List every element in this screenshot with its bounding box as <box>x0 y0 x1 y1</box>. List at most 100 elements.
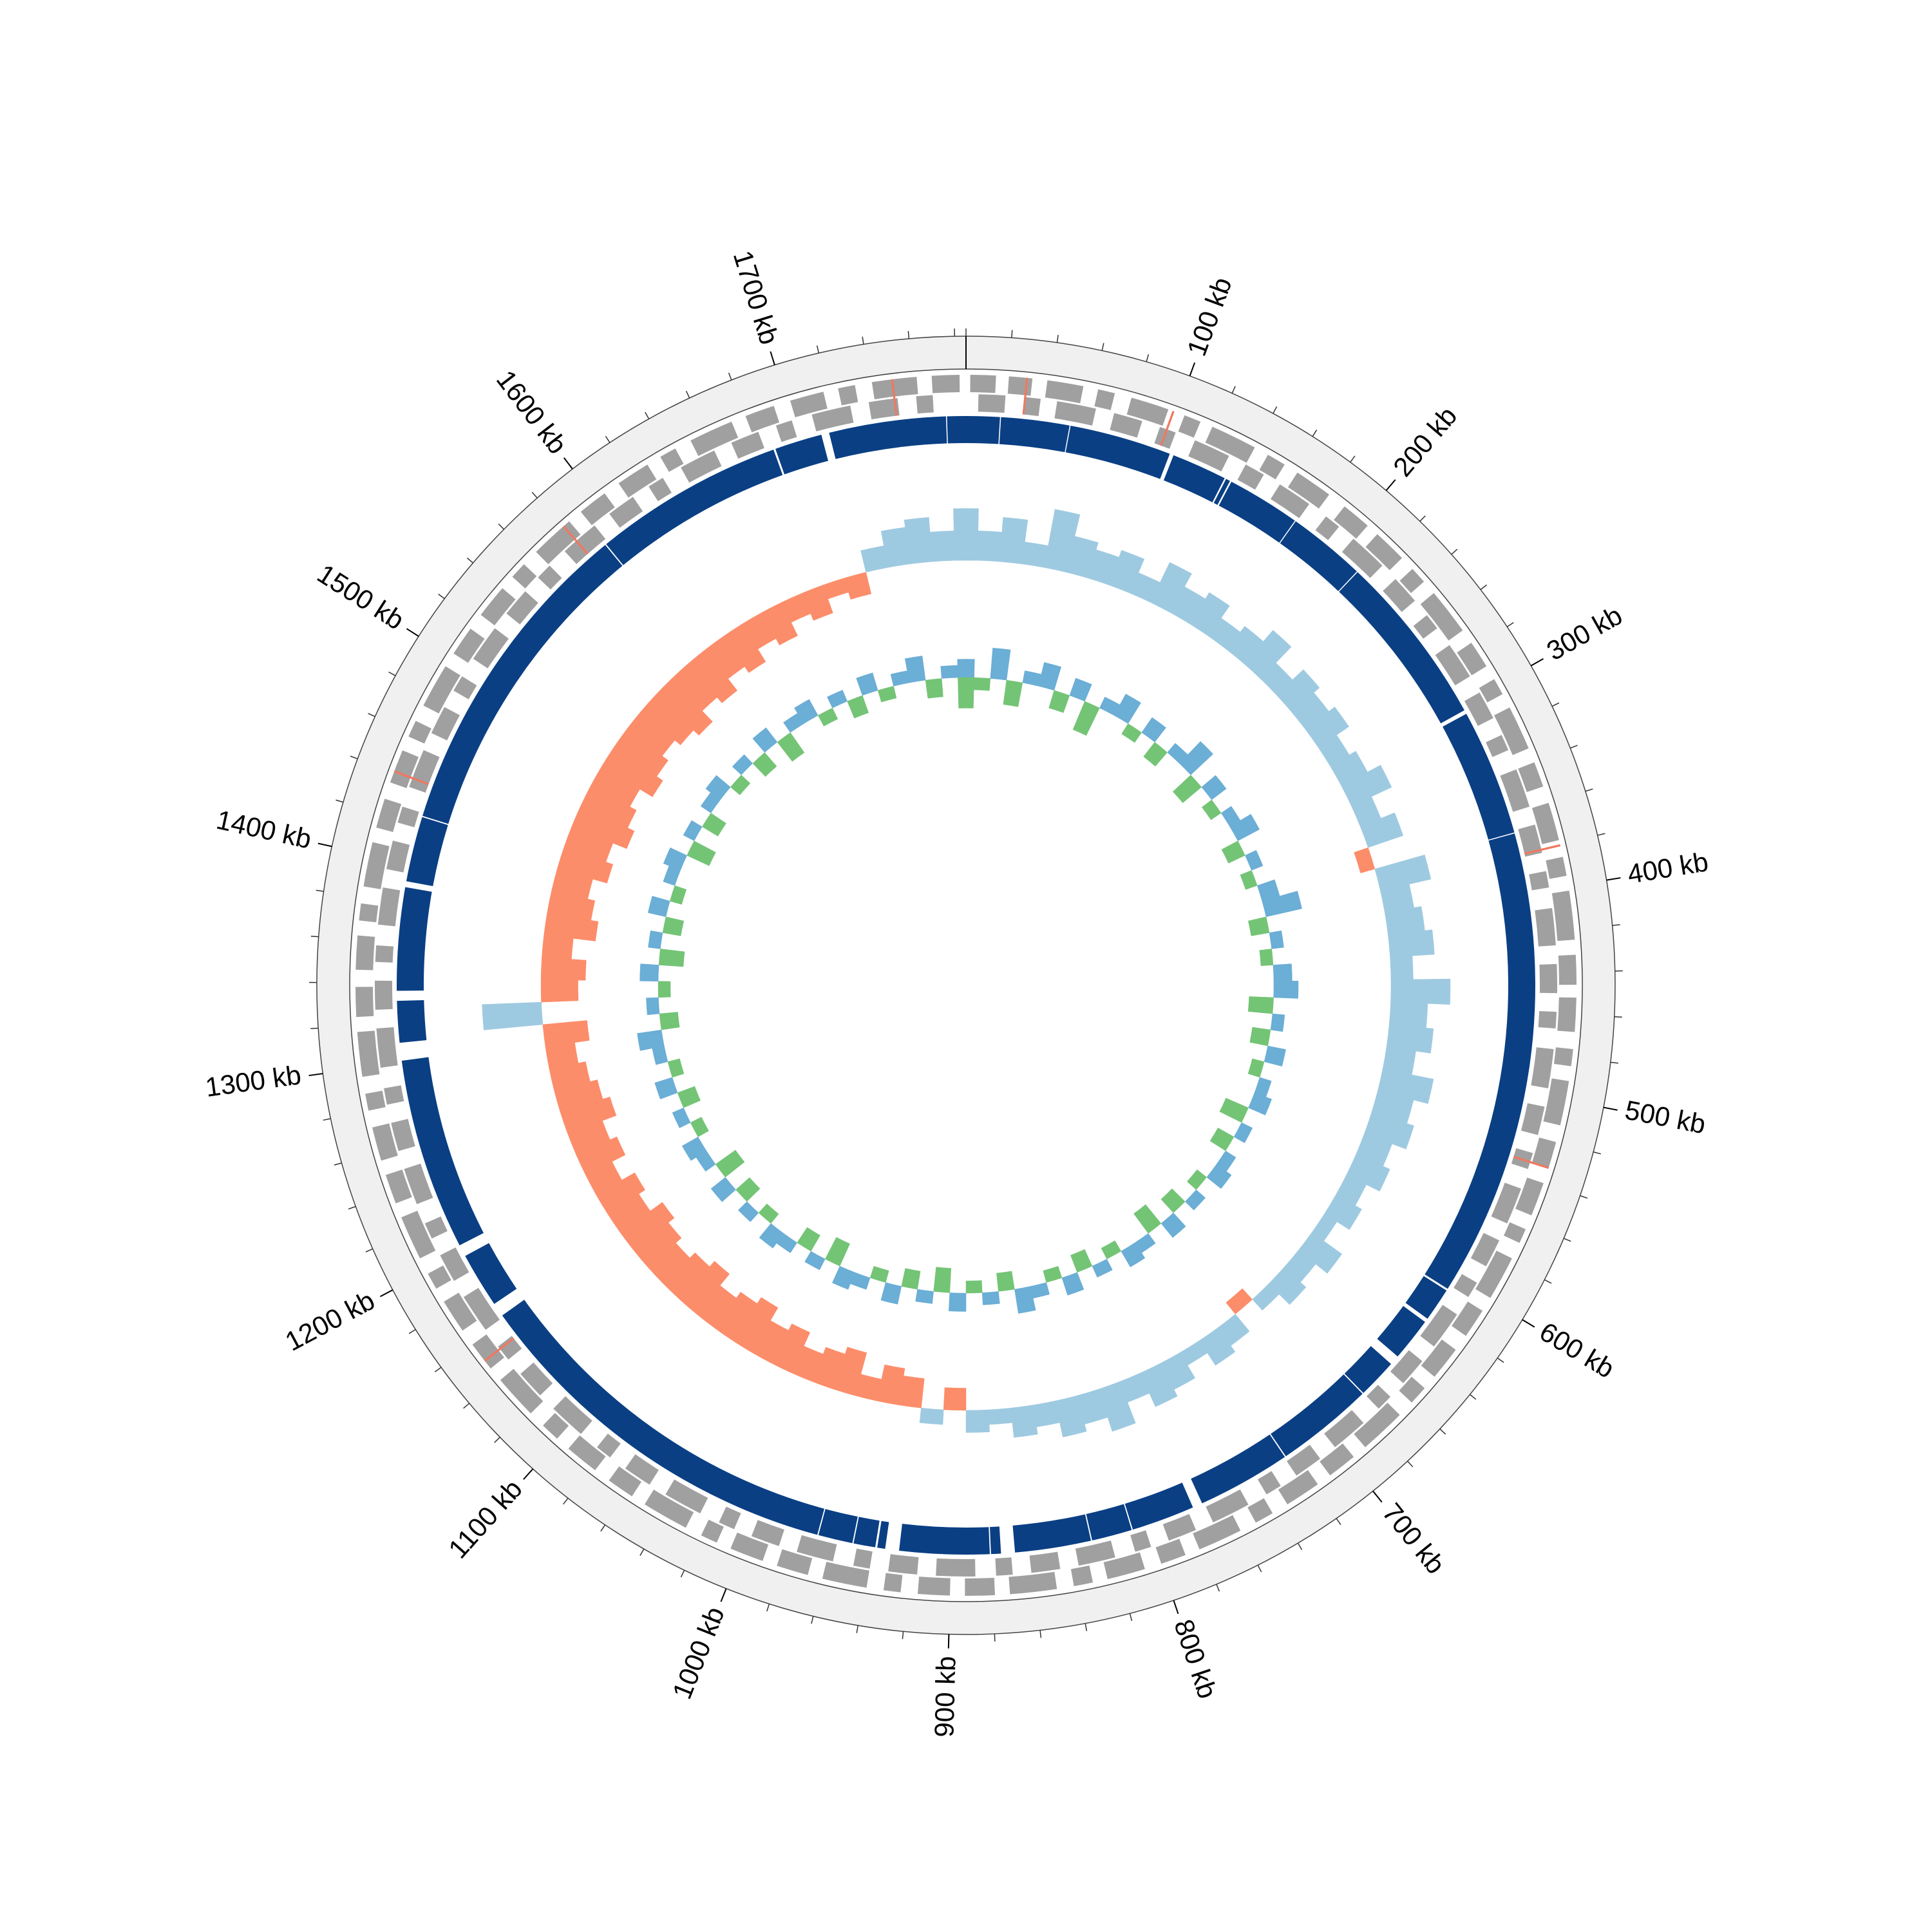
x-tick-label: 100 kb <box>1181 273 1238 360</box>
gene-reverse <box>520 1362 553 1396</box>
gene-forward <box>1334 506 1368 539</box>
gc-content-bar <box>1269 930 1284 949</box>
gc-content-bar <box>832 1265 855 1290</box>
gene-reverse <box>1315 516 1340 540</box>
gene-reverse <box>1435 645 1470 686</box>
gene-reverse <box>936 1558 976 1577</box>
gene-reverse <box>649 477 672 502</box>
contig <box>1012 1514 1092 1553</box>
gene-forward <box>777 1549 813 1575</box>
minor-tick <box>639 1548 645 1556</box>
gc-skew-bar <box>571 806 635 849</box>
x-tick-label: 300 kb <box>1542 600 1627 666</box>
gene-forward <box>372 1123 398 1161</box>
gc-content-bar <box>715 1150 745 1178</box>
minor-tick <box>1231 386 1236 393</box>
gene-reverse <box>811 405 854 431</box>
gene-reverse <box>1366 1385 1391 1409</box>
gc-content-bar <box>687 840 716 866</box>
gc-skew-bar <box>953 523 979 561</box>
gc-content-bar <box>925 678 943 699</box>
gene-reverse <box>1520 1103 1545 1135</box>
gene-reverse <box>731 431 764 459</box>
gene-forward <box>1475 1250 1512 1298</box>
major-tick <box>1372 1490 1383 1503</box>
minor-tick <box>316 889 324 892</box>
minor-tick <box>645 412 650 419</box>
gc-content-bar <box>677 1086 701 1108</box>
minor-tick <box>1084 1623 1088 1631</box>
minor-tick <box>1216 1584 1220 1592</box>
major-tick <box>563 457 573 469</box>
gc-skew-bar <box>596 1172 646 1215</box>
gc-content-bar <box>1038 662 1062 691</box>
gene-forward <box>1457 643 1487 676</box>
gene-reverse <box>978 394 1006 413</box>
gc-skew-bar <box>876 1364 905 1406</box>
gc-content-bar <box>847 695 869 719</box>
gene-forward <box>730 1532 769 1561</box>
gc-content-bar <box>647 896 670 917</box>
gene-forward <box>444 1293 477 1331</box>
gene-reverse <box>597 1434 621 1458</box>
gene-reverse <box>1454 1274 1477 1297</box>
gene-forward <box>359 903 379 923</box>
minor-tick <box>466 557 474 564</box>
gc-content-bar <box>1201 799 1222 820</box>
gc-skew-bar <box>965 1409 990 1433</box>
x-tick-label: 1300 kb <box>204 1059 303 1103</box>
gc-skew-bar <box>761 602 798 646</box>
gc-content-bar <box>915 1289 934 1304</box>
gene-reverse <box>1271 484 1310 518</box>
contig <box>1065 426 1170 479</box>
gene-forward <box>1287 472 1329 509</box>
x-tick-label: 200 kb <box>1387 401 1463 482</box>
gene-forward <box>1354 1403 1400 1448</box>
gc-skew-bar <box>833 1347 867 1396</box>
gc-skew-bar <box>542 934 574 960</box>
gene-forward <box>1518 762 1544 793</box>
gene-reverse <box>1237 464 1264 490</box>
gc-content-bar <box>877 686 897 703</box>
gc-content-bar <box>1221 840 1245 864</box>
gc-content-bar <box>1240 870 1258 890</box>
gc-content-bar <box>663 847 687 871</box>
gc-content-bar <box>1160 1212 1186 1238</box>
contig <box>1377 1305 1425 1357</box>
minor-tick <box>323 1118 331 1121</box>
gene-reverse <box>397 806 419 828</box>
gene-reverse <box>391 1119 415 1151</box>
minor-tick <box>1146 354 1150 362</box>
minor-tick <box>605 435 611 443</box>
gene-reverse <box>377 887 401 927</box>
gc-content-bar <box>701 813 726 837</box>
gene-reverse <box>473 628 509 668</box>
gene-forward <box>355 987 374 1018</box>
contig <box>818 1509 858 1544</box>
minor-tick <box>856 1625 858 1633</box>
gene-reverse <box>404 1163 433 1204</box>
major-tick <box>720 1588 727 1602</box>
minor-tick <box>1101 343 1104 351</box>
gene-reverse <box>1464 692 1493 726</box>
contig <box>406 817 448 887</box>
gene-forward <box>917 1577 951 1596</box>
gene-reverse <box>1390 1350 1423 1383</box>
gc-content-bar <box>752 752 777 777</box>
gc-content-bar <box>658 949 685 967</box>
gc-skew-bar <box>580 785 637 828</box>
gene-reverse <box>775 420 797 442</box>
rna-feature <box>484 1337 515 1362</box>
contig <box>999 417 1070 453</box>
rna-feature <box>562 526 589 555</box>
minor-tick <box>463 1403 470 1409</box>
gc-content-bar <box>752 727 778 753</box>
gc-skew-bar <box>540 957 587 981</box>
x-tick-label: 800 kb <box>1168 1616 1223 1703</box>
gc-skew-bar <box>540 980 579 1003</box>
minor-tick <box>816 345 820 354</box>
gene-reverse <box>384 1085 404 1105</box>
gc-content-bar <box>1259 949 1274 966</box>
x-tick-label: 500 kb <box>1623 1095 1709 1140</box>
